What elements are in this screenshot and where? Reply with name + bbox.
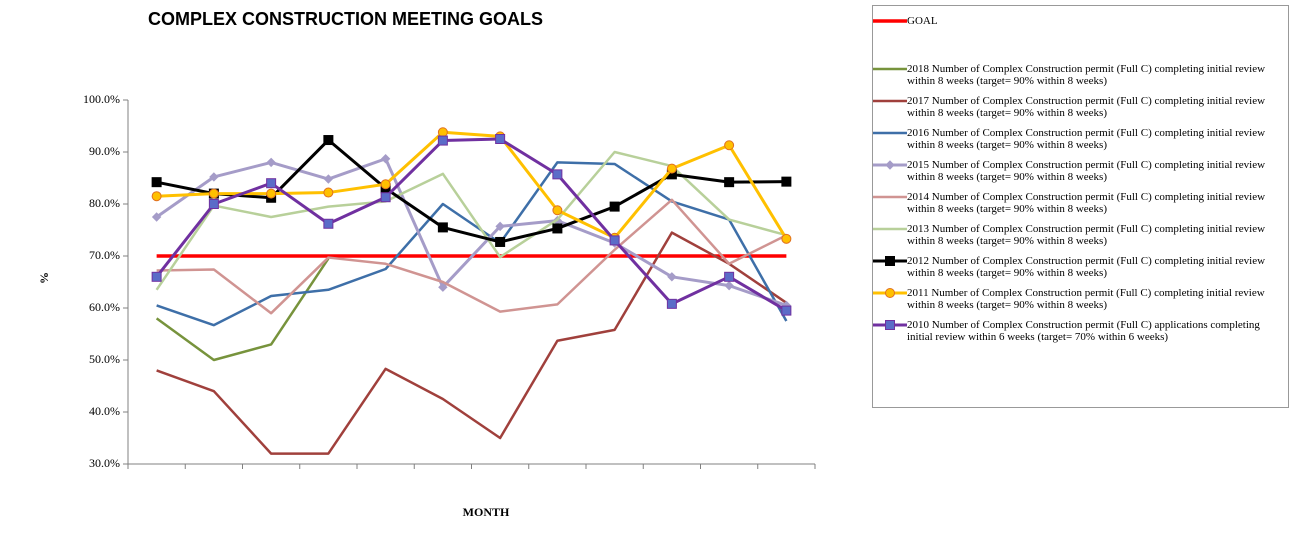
legend-label: 2010 Number of Complex Construction perm… [907,319,1260,343]
marker [151,177,162,188]
marker [495,134,506,144]
series-line [156,130,788,240]
legend-label: 2016 Number of Complex Construction perm… [907,127,1266,151]
series-line [156,161,788,327]
marker [437,127,448,138]
marker [781,233,792,244]
marker [208,188,219,199]
marker [151,212,162,222]
legend-label: 2011 Number of Complex Construction perm… [907,287,1265,311]
legend-label: 2013 Number of Complex Construction perm… [907,223,1266,247]
series-line [155,137,788,312]
legend-swatch [873,288,907,298]
marker [266,157,276,168]
marker [495,221,505,232]
legend: GOAL 2018 Number of Complex Construction … [872,5,1289,408]
series-line [156,231,788,455]
legend-swatch [873,67,907,71]
y-tick-label: 60.0% [89,300,120,314]
legend-label: 2015 Number of Complex Construction perm… [907,159,1266,183]
marker [781,176,792,187]
marker [323,218,334,229]
marker [380,192,391,203]
marker [885,160,895,170]
y-tick-label: 70.0% [89,248,120,262]
marker [437,135,448,146]
marker [266,188,277,199]
legend-label: 2018 Number of Complex Construction perm… [907,63,1266,87]
x-axis-label: MONTH [463,505,510,519]
marker [438,282,448,292]
legend-swatch [873,195,907,199]
marker [208,199,219,209]
legend-label: 2012 Number of Complex Construction perm… [907,255,1266,279]
marker [552,169,563,180]
marker [151,271,162,282]
marker [724,280,734,291]
marker [209,172,219,182]
series-line [156,138,787,244]
marker [724,177,735,188]
marker [323,187,334,198]
marker [666,163,677,174]
chart-title: COMPLEX CONSTRUCTION MEETING GOALS [148,9,543,29]
y-tick-label: 80.0% [89,196,120,210]
legend-label: 2014 Number of Complex Construction perm… [907,191,1266,215]
y-tick-label: 30.0% [89,456,120,470]
marker [609,201,620,212]
marker [885,320,895,330]
marker [380,179,391,190]
marker [609,235,620,246]
legend-swatch [873,99,907,103]
series-line [155,157,787,307]
marker [437,222,448,233]
legend-swatch [873,227,907,231]
marker [151,191,162,202]
marker [323,174,334,184]
marker [724,140,735,151]
y-axis-label: % [37,272,51,284]
series-line [156,198,787,315]
legend-swatch [873,19,907,23]
series-line [155,257,330,362]
marker [667,272,677,282]
marker [266,178,277,189]
marker [724,271,735,282]
y-tick-label: 100.0% [83,92,120,106]
y-tick-label: 50.0% [89,352,120,366]
marker [885,288,895,298]
marker [552,205,563,216]
legend-swatch [873,320,907,330]
marker [666,298,677,309]
marker [885,256,895,266]
legend-swatch [873,256,907,266]
legend-swatch [873,160,907,170]
marker [495,236,506,247]
marker [380,154,391,164]
legend-label: 2017 Number of Complex Construction perm… [907,95,1266,119]
marker [323,135,334,146]
legend-swatch [873,131,907,135]
chart: COMPLEX CONSTRUCTION MEETING GOALS MONTH… [37,9,816,519]
y-tick-label: 40.0% [89,404,120,418]
marker [781,305,792,316]
marker [552,223,563,234]
y-tick-label: 90.0% [89,144,120,158]
legend-label: GOAL [907,15,938,27]
